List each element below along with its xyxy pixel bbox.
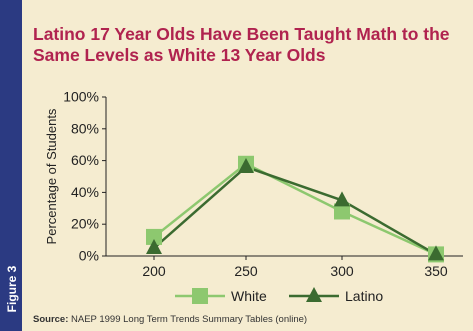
y-tick-label: 80% [71,120,99,136]
data-point-latino [428,245,444,261]
legend-marker-white [192,288,208,304]
source-text: NAEP 1999 Long Term Trends Summary Table… [71,314,308,325]
figure-sidebar: Figure 3 [0,0,22,331]
x-tick-label: 250 [234,263,258,279]
data-point-white [334,203,350,220]
legend-label-white: White [231,288,267,304]
data-point-latino [334,191,350,207]
series-line-white [153,162,437,256]
y-axis-title: Percentage of Students [44,108,59,244]
figure-number: Figure 3 [5,265,19,313]
source-label: Source: [33,314,69,325]
y-tick-label: 40% [71,184,99,200]
x-tick-label: 350 [424,263,448,279]
legend-marker-latino [306,287,322,302]
y-tick-label: 60% [71,152,99,168]
data-point-latino [238,157,254,173]
x-tick-label: 300 [330,263,354,279]
y-tick-label: 20% [71,216,99,232]
source-note: Source: NAEP 1999 Long Term Trends Summa… [33,314,307,325]
y-tick-label: 0% [79,248,99,264]
series-line-latino [153,165,437,256]
data-point-latino [146,239,162,255]
legend-label-latino: Latino [345,288,383,304]
x-tick-label: 200 [142,263,166,279]
line-chart: 0% 20% 40% 60% 80% 100% 200 250 300 350 Percentage… [44,89,463,304]
y-tick-label: 100% [63,89,99,105]
chart-title: Latino 17 Year Olds Have Been Taught Mat… [33,24,450,65]
data-point-white [146,228,162,245]
